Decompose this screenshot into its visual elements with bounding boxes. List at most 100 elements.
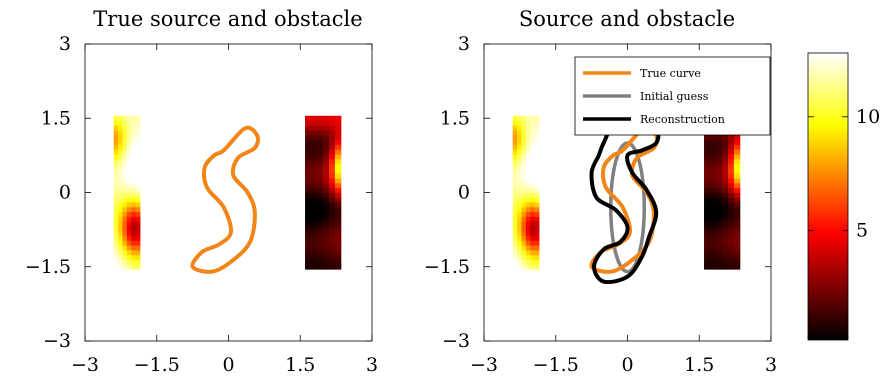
heat-cell: [305, 216, 312, 222]
heat-cell: [534, 144, 540, 150]
heat-cell: [721, 178, 729, 184]
heat-cell: [113, 182, 119, 189]
heat-cell: [126, 254, 132, 261]
heat-cell: [118, 254, 123, 261]
heat-cell: [721, 163, 729, 169]
heat-cell: [311, 134, 318, 141]
heat-cell: [512, 130, 518, 136]
heat-cell: [517, 144, 522, 150]
heat-cell: [721, 173, 729, 179]
heat-cell: [305, 221, 312, 227]
heat-cell: [316, 139, 324, 145]
heat-cell: [534, 178, 540, 184]
heat-cell: [316, 115, 324, 121]
heat-cell: [715, 202, 723, 208]
heat-cell: [517, 187, 522, 193]
heat-cell: [512, 197, 518, 203]
heat-cell: [517, 245, 522, 251]
heat-cell: [311, 158, 318, 165]
heat-cell: [530, 139, 536, 145]
heat-cell: [122, 173, 128, 179]
heat-cell: [710, 187, 717, 193]
heat-cell: [311, 178, 318, 184]
heat-cell: [721, 216, 729, 222]
heat-cell: [715, 144, 723, 150]
heat-cell: [118, 125, 123, 131]
heat-cell: [135, 264, 141, 270]
heat-cell: [122, 221, 128, 227]
heat-cell: [113, 206, 119, 213]
heat-cell: [733, 149, 741, 155]
heat-cell: [334, 154, 342, 160]
heat-cell: [534, 211, 540, 217]
y-tick-label: 1.5: [440, 107, 470, 129]
heat-cell: [126, 250, 132, 256]
heat-cell: [122, 182, 128, 189]
heat-cell: [512, 154, 518, 160]
heat-cell: [126, 211, 132, 217]
heat-cell: [328, 154, 336, 160]
heat-cell: [530, 120, 536, 126]
heat-cell: [126, 139, 132, 145]
heat-cell: [126, 221, 132, 227]
heat-cell: [733, 245, 741, 251]
heat-cell: [521, 139, 527, 145]
heat-cell: [328, 182, 336, 189]
heat-cell: [517, 202, 522, 208]
heat-cell: [733, 197, 741, 203]
x-tick-labels: −3 −1.5 0 1.5 3: [71, 354, 378, 376]
heat-cell: [322, 144, 330, 150]
axis-ticks: [483, 43, 772, 342]
heat-cell: [521, 168, 527, 174]
heat-cell: [517, 178, 522, 184]
heat-cell: [512, 216, 518, 222]
heat-cell: [311, 221, 318, 227]
heat-cell: [126, 245, 132, 251]
heat-cell: [334, 254, 342, 261]
heat-cell: [135, 178, 141, 184]
heat-cell: [521, 230, 527, 237]
heat-cell: [715, 230, 723, 237]
heat-cell: [122, 254, 128, 261]
heat-cell: [721, 245, 729, 251]
heat-cell: [126, 226, 132, 232]
heat-cell: [521, 154, 527, 160]
heat-cell: [322, 230, 330, 237]
heat-cell: [530, 182, 536, 189]
heat-cell: [521, 240, 527, 246]
heat-cell: [113, 163, 119, 169]
heat-cell: [521, 144, 527, 150]
heat-cell: [334, 115, 342, 121]
heat-cell: [135, 125, 141, 131]
heat-cell: [530, 115, 536, 121]
heat-cell: [316, 245, 324, 251]
heat-cell: [530, 230, 536, 237]
heat-cell: [704, 187, 711, 193]
heat-cell: [334, 163, 342, 169]
heat-cell: [316, 178, 324, 184]
heat-cell: [334, 235, 342, 241]
heat-cell: [517, 134, 522, 141]
heat-cell: [727, 163, 735, 169]
heat-cell: [322, 125, 330, 131]
heat-cell: [530, 216, 536, 222]
heat-cell: [721, 211, 729, 217]
heat-cell: [328, 115, 336, 121]
heat-cell: [311, 173, 318, 179]
heat-cell: [534, 264, 540, 270]
heat-cell: [118, 163, 123, 169]
heat-cell: [334, 168, 342, 174]
y-tick-label: 0: [458, 182, 470, 204]
heat-cell: [715, 264, 723, 270]
heat-cell: [305, 226, 312, 232]
heat-cell: [530, 178, 536, 184]
heat-cell: [118, 202, 123, 208]
heat-cell: [721, 254, 729, 261]
heat-cell: [521, 182, 527, 189]
colorbar-tick-label: 5: [856, 220, 868, 242]
heat-cell: [715, 259, 723, 265]
heat-cell: [135, 168, 141, 174]
heat-cell: [316, 230, 324, 237]
heat-cell: [113, 187, 119, 193]
heat-cell: [530, 130, 536, 136]
